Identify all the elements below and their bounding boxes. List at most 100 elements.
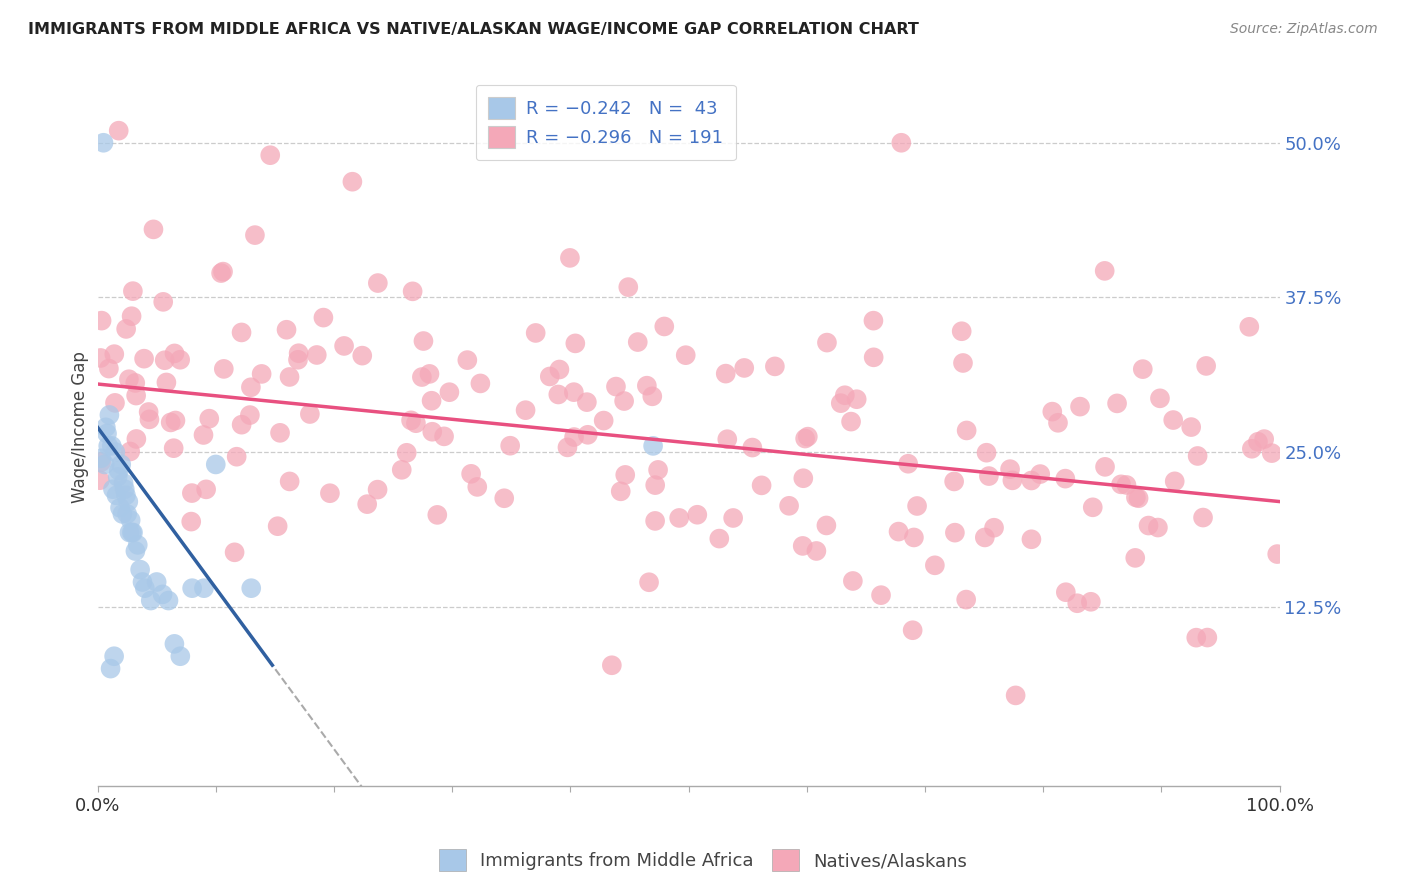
Point [575, 395, 598, 409]
Point [94, 420, 117, 434]
Point [212, 264, 235, 278]
Point [118, 525, 141, 540]
Point [576, 427, 599, 442]
Point [439, 385, 461, 400]
Point [399, 413, 422, 427]
Point [834, 388, 856, 402]
Point [125, 388, 148, 402]
Point [524, 326, 547, 340]
Point [558, 251, 581, 265]
Point [100, 439, 122, 453]
Point [107, 470, 129, 484]
Point [862, 351, 884, 365]
Point [138, 412, 160, 426]
Y-axis label: Wage/Income Gap: Wage/Income Gap [72, 351, 89, 503]
Point [278, 475, 301, 489]
Point [180, 486, 202, 500]
Point [124, 544, 146, 558]
Point [897, 457, 920, 471]
Point [460, 467, 482, 481]
Point [641, 389, 664, 403]
Point [352, 349, 374, 363]
Point [638, 575, 661, 590]
Point [1054, 472, 1077, 486]
Point [1185, 631, 1208, 645]
Point [1253, 432, 1275, 446]
Point [139, 593, 162, 607]
Point [114, 482, 136, 496]
Point [1265, 547, 1288, 561]
Point [312, 310, 335, 325]
Point [547, 387, 569, 401]
Point [198, 411, 221, 425]
Point [165, 413, 187, 427]
Point [240, 581, 263, 595]
Point [751, 478, 773, 492]
Point [278, 370, 301, 384]
Point [675, 348, 697, 362]
Point [212, 362, 235, 376]
Point [1123, 550, 1146, 565]
Point [1021, 474, 1043, 488]
Point [104, 445, 127, 459]
Point [515, 403, 537, 417]
Point [101, 482, 124, 496]
Point [686, 508, 709, 522]
Point [120, 444, 142, 458]
Point [613, 394, 636, 409]
Point [870, 588, 893, 602]
Point [1107, 396, 1129, 410]
Point [134, 581, 156, 595]
Point [668, 511, 690, 525]
Point [605, 379, 627, 393]
Point [152, 294, 174, 309]
Point [845, 392, 868, 407]
Point [1239, 319, 1261, 334]
Point [1192, 510, 1215, 524]
Point [153, 353, 176, 368]
Point [1137, 518, 1160, 533]
Point [1163, 475, 1185, 489]
Point [155, 376, 177, 390]
Point [395, 446, 418, 460]
Point [193, 581, 215, 595]
Point [494, 491, 516, 506]
Point [636, 378, 658, 392]
Point [115, 507, 138, 521]
Point [121, 525, 143, 540]
Point [617, 280, 640, 294]
Point [305, 348, 328, 362]
Point [815, 518, 838, 533]
Point [842, 574, 865, 588]
Point [644, 514, 666, 528]
Point [652, 319, 675, 334]
Point [169, 649, 191, 664]
Point [418, 367, 440, 381]
Point [887, 524, 910, 539]
Point [97, 439, 120, 453]
Point [998, 462, 1021, 476]
Point [169, 352, 191, 367]
Point [266, 519, 288, 533]
Point [562, 385, 585, 400]
Point [181, 581, 204, 595]
Point [709, 532, 731, 546]
Point [420, 393, 443, 408]
Point [433, 429, 456, 443]
Point [124, 376, 146, 390]
Point [367, 276, 389, 290]
Point [100, 662, 122, 676]
Point [239, 380, 262, 394]
Point [797, 429, 820, 443]
Point [924, 558, 946, 573]
Point [456, 353, 478, 368]
Point [231, 326, 253, 340]
Point [778, 499, 800, 513]
Point [647, 463, 669, 477]
Point [276, 323, 298, 337]
Point [132, 351, 155, 366]
Point [250, 367, 273, 381]
Point [1128, 491, 1150, 506]
Point [763, 359, 786, 374]
Point [609, 484, 631, 499]
